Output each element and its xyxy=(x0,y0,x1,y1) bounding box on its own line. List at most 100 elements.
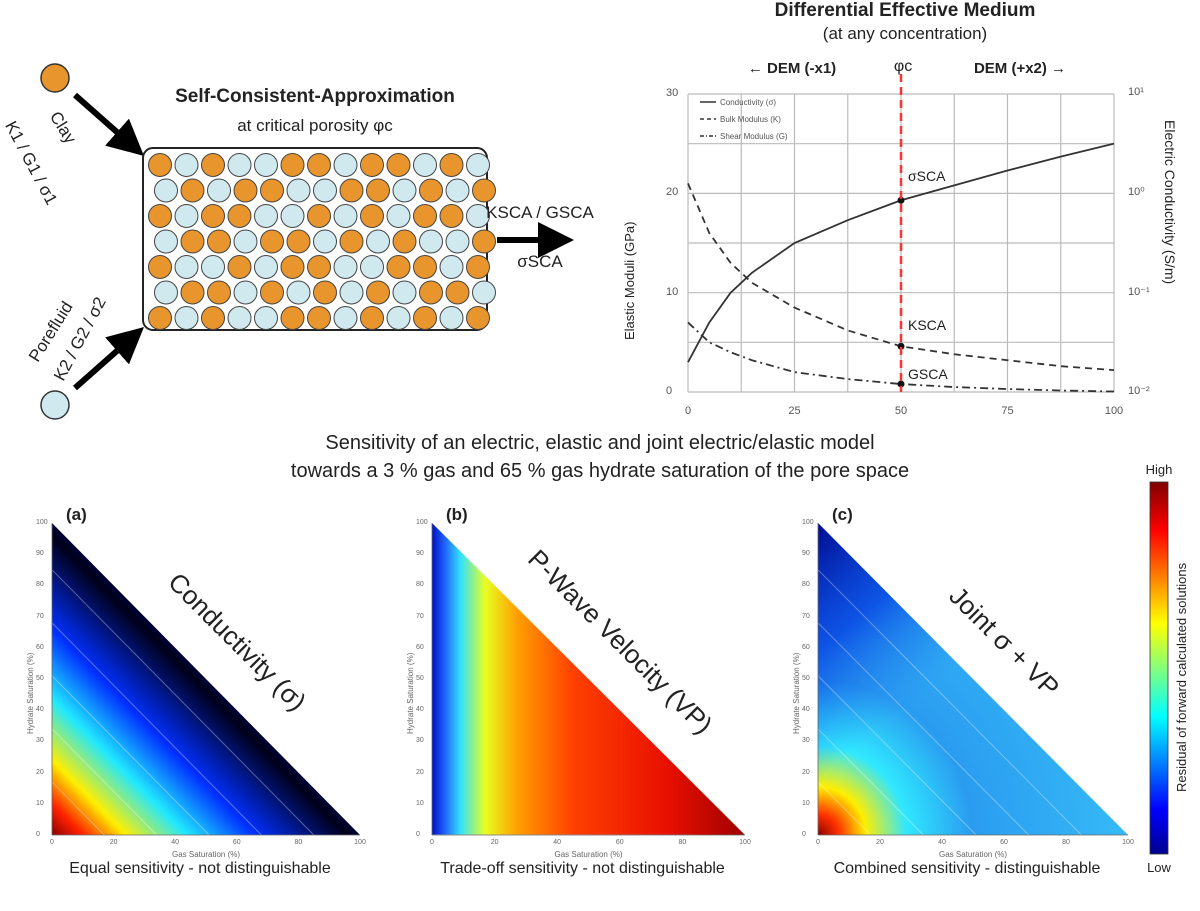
panel-y-tick: 60 xyxy=(416,643,424,651)
y-tick-label: 10 xyxy=(666,285,679,298)
fluid-grain xyxy=(413,153,437,177)
colorbar-low: Low xyxy=(1147,860,1171,875)
fluid-grain xyxy=(254,153,278,177)
panel-y-tick: 40 xyxy=(36,706,44,714)
clay-grain xyxy=(280,255,305,279)
panel-x-tick: 60 xyxy=(1000,839,1008,846)
panel-y-tick: 80 xyxy=(416,581,424,589)
panel-y-tick: 20 xyxy=(36,768,44,776)
output-moduli: KSCA / GSCA xyxy=(486,203,594,222)
y2-tick-label: 10⁻¹ xyxy=(1128,285,1150,298)
output-sigma: σSCA xyxy=(517,252,563,271)
x-tick-label: 0 xyxy=(684,405,692,417)
panel-x-tick: 60 xyxy=(615,839,624,846)
panel-caption: Equal sensitivity - not distinguishable xyxy=(69,860,331,877)
contour-line xyxy=(817,622,1030,836)
contour-line xyxy=(817,569,1082,836)
clay-grain xyxy=(386,255,411,279)
panel-x-tick: 40 xyxy=(938,839,946,846)
clay-grain xyxy=(445,280,470,305)
sca-subtitle: at critical porosity φc xyxy=(237,116,393,135)
fluid-grain xyxy=(154,229,178,254)
panel-x-tick: 80 xyxy=(678,839,687,846)
panel-y-tick: 0 xyxy=(36,831,40,838)
clay-grain xyxy=(148,255,172,279)
panel-x-tick: 100 xyxy=(354,839,366,846)
clay-grain xyxy=(180,178,205,203)
clay-grain xyxy=(472,178,496,203)
contour-line xyxy=(51,675,210,836)
panel-y-tick: 100 xyxy=(416,519,428,526)
panel-y-tick: 40 xyxy=(802,706,810,714)
clay-grain xyxy=(466,306,490,330)
fluid-grain xyxy=(439,255,464,279)
fluid-grain xyxy=(333,204,358,228)
fluid-grain xyxy=(174,204,199,228)
fluid-grain xyxy=(280,204,305,228)
clay-grain xyxy=(439,204,464,228)
fluid-grain xyxy=(386,306,411,330)
panel-label: (a) xyxy=(66,505,87,524)
panel-y-tick: 10 xyxy=(36,799,44,807)
x-tick-label: 75 xyxy=(1001,405,1014,417)
fluid-grain xyxy=(466,153,490,177)
dem-subtitle: (at any concentration) xyxy=(822,24,988,43)
fluid-grain xyxy=(154,178,178,203)
panel-x-tick: 80 xyxy=(294,839,303,846)
clay-grain xyxy=(260,178,284,203)
clay-grain xyxy=(286,229,311,254)
panel-y-tick: 90 xyxy=(416,550,424,558)
fluid-grain xyxy=(201,255,225,279)
colorbar xyxy=(1149,481,1169,855)
fluid-grain xyxy=(286,178,311,203)
clay-grain xyxy=(307,204,331,228)
clay-grain-icon xyxy=(40,63,70,93)
panel-caption: Combined sensitivity - distinguishable xyxy=(833,860,1101,877)
clay-grain xyxy=(439,153,464,177)
panel-y-tick: 50 xyxy=(36,675,44,682)
contour-line xyxy=(817,675,977,836)
fluid-grain xyxy=(227,153,252,177)
panel-y-tick: 60 xyxy=(36,643,44,651)
panel-x-tick: 100 xyxy=(1122,839,1134,846)
panel-y-tick: 10 xyxy=(802,799,810,807)
sca-diagram xyxy=(40,63,574,420)
fluid-grain xyxy=(233,280,258,305)
clay-grain xyxy=(307,153,331,177)
panel-y-tick: 100 xyxy=(802,519,814,526)
clay-grain xyxy=(201,204,225,228)
clay-grain xyxy=(386,153,411,177)
fluid-grain xyxy=(313,178,337,203)
clay-grain xyxy=(180,280,205,305)
panel-y-tick: 40 xyxy=(416,706,424,714)
fluid-arrow xyxy=(73,327,144,391)
clay-grain xyxy=(472,229,496,254)
clay-grain xyxy=(392,229,417,254)
clay-grain xyxy=(180,229,205,254)
fluid-grain xyxy=(286,280,311,305)
contour-line xyxy=(51,728,158,836)
clay-grain xyxy=(227,255,252,279)
clay-grain xyxy=(413,255,437,279)
contour-line xyxy=(51,622,262,836)
panel-x-tick: 20 xyxy=(490,839,499,846)
fluid-grain xyxy=(207,178,231,203)
panel-y-tick: 0 xyxy=(416,831,420,838)
panel-y-tick: 70 xyxy=(416,612,424,620)
clay-grain xyxy=(360,306,384,330)
contour-line xyxy=(817,781,872,836)
contour-line xyxy=(51,781,105,836)
clay-grain xyxy=(360,204,384,228)
fluid-grain xyxy=(466,204,490,228)
panel-x-tick: 20 xyxy=(876,839,884,846)
fluid-grain xyxy=(154,280,178,305)
clay-grain xyxy=(366,280,390,305)
x-tick-label: 25 xyxy=(788,405,801,417)
clay-grain xyxy=(148,204,172,228)
fluid-grain xyxy=(174,153,199,177)
fluid-grain xyxy=(313,229,337,254)
panel-y-tick: 30 xyxy=(802,737,810,745)
clay-grain xyxy=(366,178,390,203)
panel-y-tick: 50 xyxy=(802,675,810,682)
